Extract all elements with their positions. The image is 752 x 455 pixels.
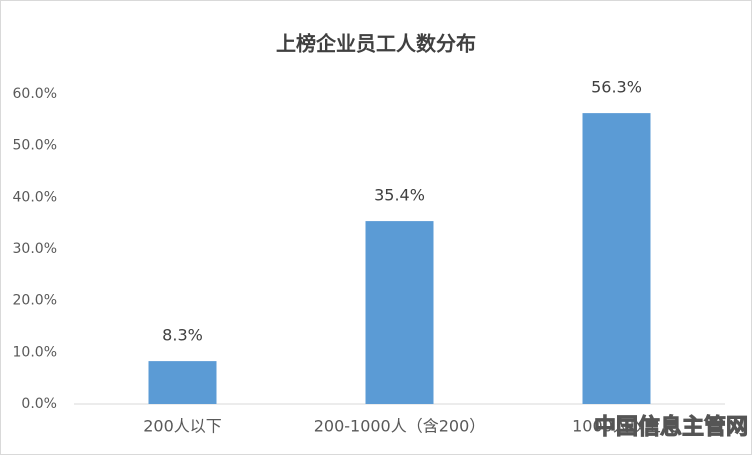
bar — [365, 221, 434, 404]
y-tick-label: 40.0% — [13, 189, 57, 205]
x-tick-label: 200-1000人（含200） — [314, 417, 486, 436]
value-label: 8.3% — [162, 326, 203, 345]
y-tick-label: 0.0% — [21, 396, 57, 412]
y-tick-label: 30.0% — [13, 241, 57, 257]
x-tick-label: 200人以下 — [143, 417, 222, 436]
y-tick-label: 60.0% — [13, 86, 57, 102]
chart-title: 上榜企业员工人数分布 — [276, 32, 476, 56]
bar — [582, 113, 651, 404]
watermark: 中国信息主管网 — [594, 414, 748, 440]
y-tick-label: 20.0% — [13, 293, 57, 309]
value-label: 35.4% — [374, 186, 425, 205]
value-label: 56.3% — [591, 78, 642, 97]
x-tick-label: 1000人以上 — [572, 417, 661, 436]
bar — [148, 361, 217, 404]
y-tick-label: 50.0% — [13, 138, 57, 154]
y-tick-label: 10.0% — [13, 344, 57, 360]
